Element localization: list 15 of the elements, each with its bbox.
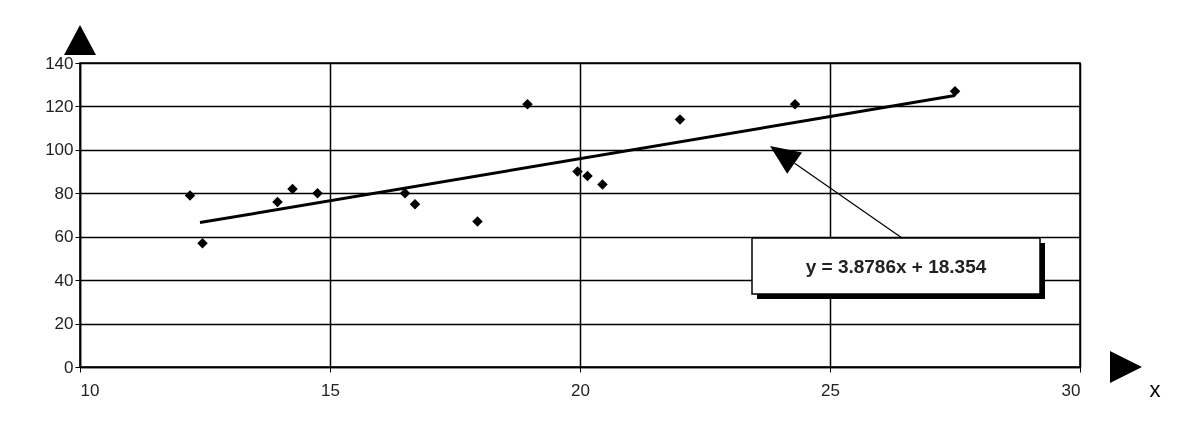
y-tick-label: 80 bbox=[54, 183, 74, 203]
y-tick-label: 140 bbox=[45, 53, 74, 73]
y-tick-label: 100 bbox=[45, 140, 74, 160]
x-tick-label: 10 bbox=[80, 380, 100, 400]
y-tick-label: 120 bbox=[45, 96, 74, 116]
y-tick-label: 0 bbox=[64, 357, 74, 377]
x-tick-label: 15 bbox=[321, 380, 340, 400]
y-tick-label: 20 bbox=[54, 314, 74, 334]
x-tick-label: 25 bbox=[821, 380, 840, 400]
x-tick-label: 30 bbox=[1061, 380, 1081, 400]
annotation: y = 3.8786x + 18.354 bbox=[805, 256, 987, 277]
y-tick-label: 40 bbox=[54, 270, 74, 290]
x-axis-title: x bbox=[1149, 376, 1161, 402]
y-tick-label: 60 bbox=[54, 227, 74, 247]
x-tick-label: 20 bbox=[571, 380, 590, 400]
